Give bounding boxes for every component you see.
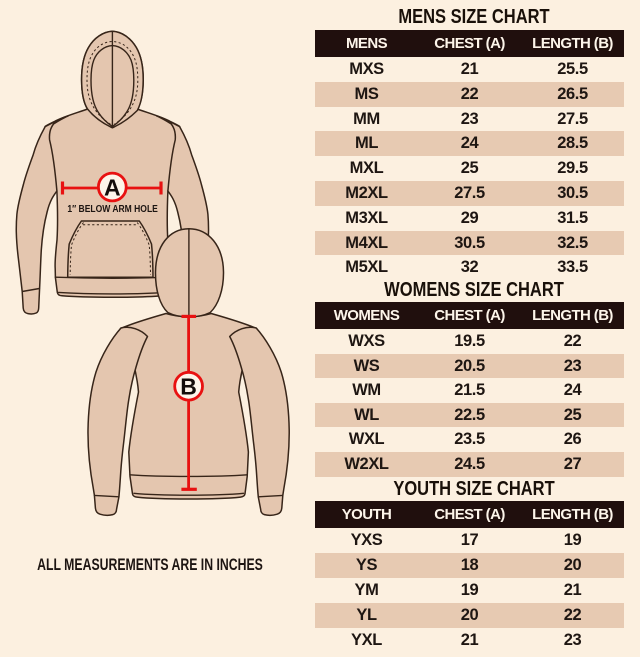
- svg-text:A: A: [104, 174, 121, 200]
- svg-text:1″ BELOW ARM HOLE: 1″ BELOW ARM HOLE: [67, 203, 158, 215]
- svg-text:B: B: [180, 374, 197, 400]
